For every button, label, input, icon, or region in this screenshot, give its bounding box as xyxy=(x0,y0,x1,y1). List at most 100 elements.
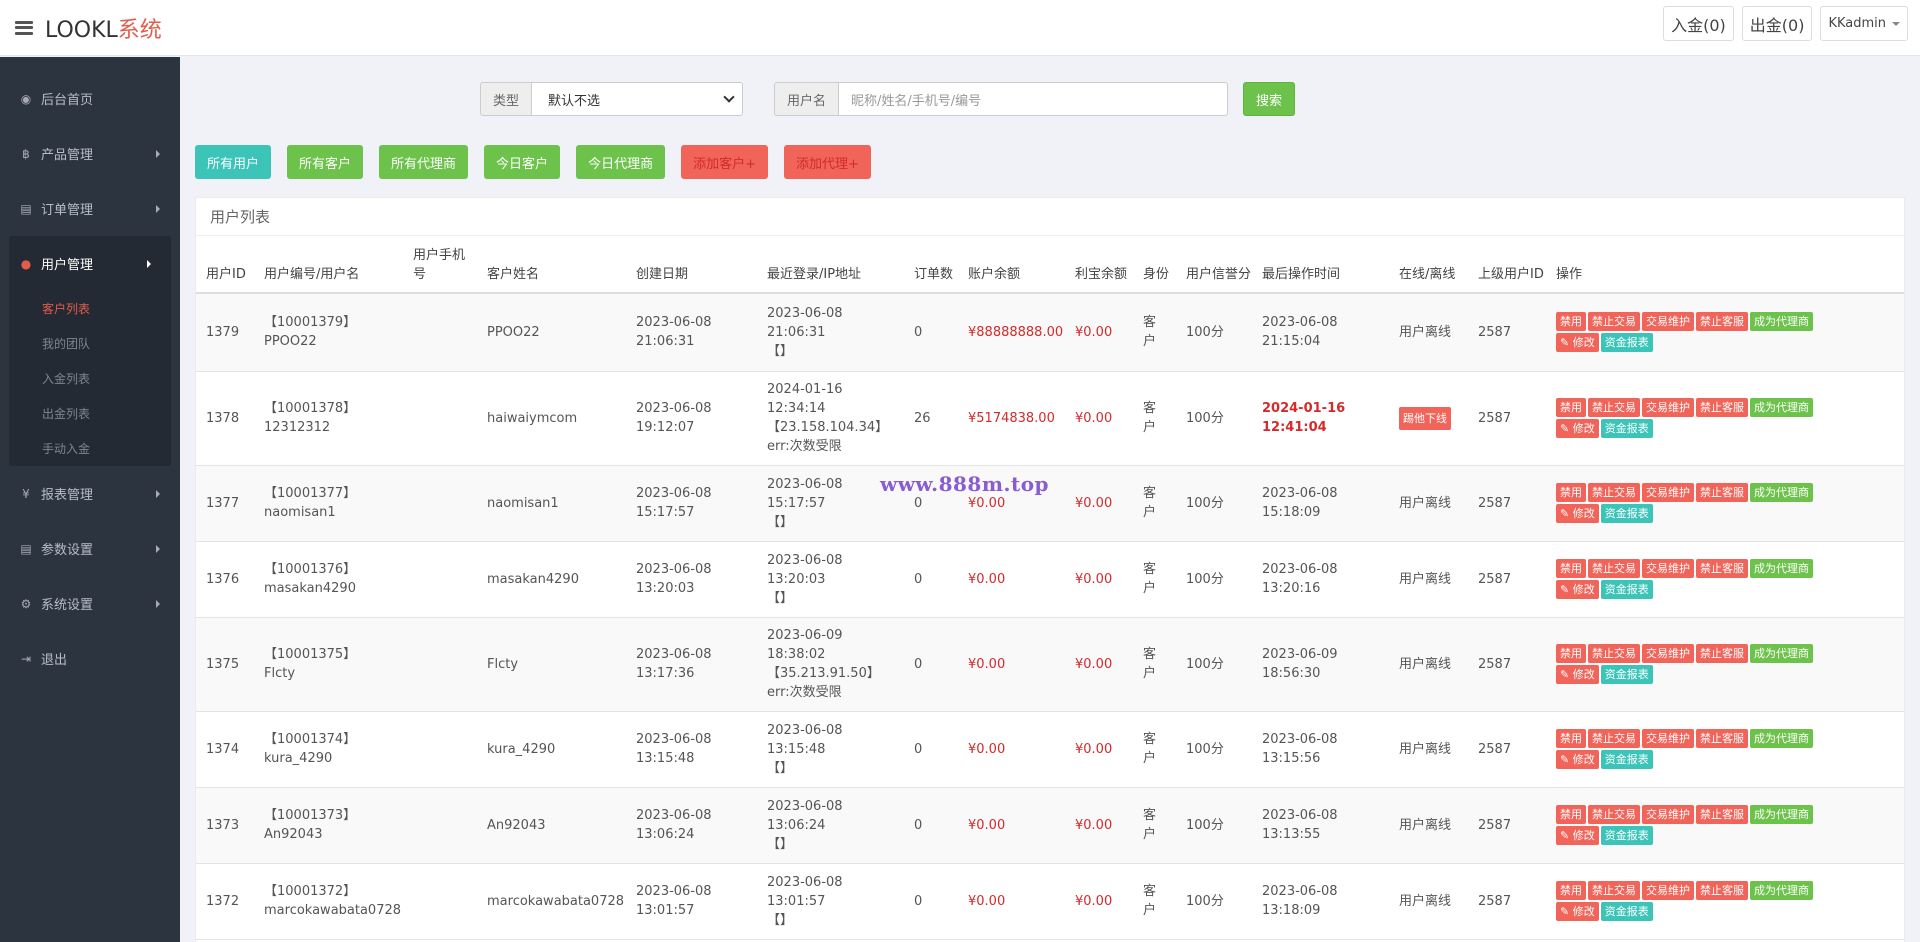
trade-maintenance-button[interactable]: 交易维护 xyxy=(1642,805,1694,824)
edit-button[interactable]: ✎ 修改 xyxy=(1556,580,1599,599)
disable-button[interactable]: 禁用 xyxy=(1556,805,1586,824)
sidebar-item-orders[interactable]: ▤ 订单管理 xyxy=(0,181,180,236)
table-row: 1372 【10001372】 marcokawabata0728 marcokawa… xyxy=(196,863,1904,940)
cell-balance: ¥0.00 xyxy=(958,863,1065,940)
trade-maintenance-button[interactable]: 交易维护 xyxy=(1642,483,1694,502)
all-agents-button[interactable]: 所有代理商 xyxy=(379,145,469,179)
deposit-button[interactable]: 入金(0) xyxy=(1663,6,1734,41)
today-agents-button[interactable]: 今日代理商 xyxy=(576,145,666,179)
ban-support-button[interactable]: 禁止客服 xyxy=(1696,881,1748,900)
withdraw-button[interactable]: 出金(0) xyxy=(1741,6,1813,41)
edit-button[interactable]: ✎ 修改 xyxy=(1556,419,1599,438)
make-agent-button[interactable]: 成为代理商 xyxy=(1750,644,1813,663)
fund-report-button[interactable]: 资金报表 xyxy=(1600,826,1653,845)
ban-trading-button[interactable]: 禁止交易 xyxy=(1588,312,1640,332)
sidebar-item-reports[interactable]: ¥ 报表管理 xyxy=(0,466,180,521)
sidebar-item-products[interactable]: ฿ 产品管理 xyxy=(0,126,180,181)
sidebar-item-params[interactable]: ▤ 参数设置 xyxy=(0,521,180,576)
disable-button[interactable]: 禁用 xyxy=(1556,483,1586,502)
all-customers-button[interactable]: 所有客户 xyxy=(287,145,364,179)
ban-support-button[interactable]: 禁止客服 xyxy=(1696,312,1748,332)
login-time: 13:06:24 xyxy=(767,817,826,833)
add-customer-button[interactable]: 添加客户+ xyxy=(681,145,768,179)
user-code: 【10001375】 xyxy=(264,647,357,662)
make-agent-button[interactable]: 成为代理商 xyxy=(1750,559,1813,578)
make-agent-button[interactable]: 成为代理商 xyxy=(1750,398,1813,417)
sidebar-subitem-team[interactable]: 我的团队 xyxy=(42,337,91,351)
disable-button[interactable]: 禁用 xyxy=(1556,729,1586,748)
ban-trading-button[interactable]: 禁止交易 xyxy=(1588,881,1640,900)
ban-trading-button[interactable]: 禁止交易 xyxy=(1588,398,1640,417)
ban-trading-button[interactable]: 禁止交易 xyxy=(1588,729,1640,748)
role-text: 户 xyxy=(1143,827,1157,842)
edit-button[interactable]: ✎ 修改 xyxy=(1556,665,1599,684)
ban-support-button[interactable]: 禁止客服 xyxy=(1696,805,1748,824)
cell-created: 2023-06-08 19:12:07 xyxy=(626,371,757,466)
edit-button[interactable]: ✎ 修改 xyxy=(1556,504,1599,523)
disable-button[interactable]: 禁用 xyxy=(1556,881,1586,900)
trade-maintenance-button[interactable]: 交易维护 xyxy=(1642,881,1694,900)
disable-button[interactable]: 禁用 xyxy=(1556,398,1586,417)
sidebar-item-users[interactable]: ● 用户管理 xyxy=(9,236,171,291)
fund-report-button[interactable]: 资金报表 xyxy=(1600,580,1653,599)
disable-button[interactable]: 禁用 xyxy=(1556,312,1586,332)
cell-actions: 禁用 禁止交易 交易维护 禁止客服 成为代理商 ✎ 修改 资金报表 xyxy=(1546,617,1904,712)
trade-maintenance-button[interactable]: 交易维护 xyxy=(1642,729,1694,748)
trade-maintenance-button[interactable]: 交易维护 xyxy=(1642,398,1694,417)
table-row: 1373 【10001373】 An92043 An92043 2023-06-08 13… xyxy=(196,787,1904,864)
cell-status: 用户离线 xyxy=(1389,863,1468,940)
make-agent-button[interactable]: 成为代理商 xyxy=(1750,483,1813,502)
ban-support-button[interactable]: 禁止客服 xyxy=(1696,644,1748,663)
type-select[interactable]: 默认不选 xyxy=(531,82,744,116)
ban-trading-button[interactable]: 禁止交易 xyxy=(1588,644,1640,663)
fund-report-button[interactable]: 资金报表 xyxy=(1600,333,1653,353)
all-users-button[interactable]: 所有用户 xyxy=(195,145,272,179)
ban-trading-button[interactable]: 禁止交易 xyxy=(1588,805,1640,824)
fund-report-button[interactable]: 资金报表 xyxy=(1600,902,1653,921)
cell-customer-name: masakan4290 xyxy=(477,541,626,618)
trade-maintenance-button[interactable]: 交易维护 xyxy=(1642,312,1694,332)
fund-report-button[interactable]: 资金报表 xyxy=(1600,750,1653,769)
created-date: 2023-06-08 xyxy=(636,486,712,501)
sidebar-subitem-customers[interactable]: 客户列表 xyxy=(42,302,91,316)
trade-maintenance-button[interactable]: 交易维护 xyxy=(1642,644,1694,663)
kick-offline-button[interactable]: 踢他下线 xyxy=(1399,406,1451,430)
fund-report-button[interactable]: 资金报表 xyxy=(1600,665,1653,684)
today-customers-button[interactable]: 今日客户 xyxy=(484,145,561,179)
make-agent-button[interactable]: 成为代理商 xyxy=(1750,881,1813,900)
search-button[interactable]: 搜索 xyxy=(1243,82,1296,116)
make-agent-button[interactable]: 成为代理商 xyxy=(1750,729,1813,748)
edit-button[interactable]: ✎ 修改 xyxy=(1556,902,1599,921)
sidebar-item-system[interactable]: ⚙ 系统设置 xyxy=(0,576,180,631)
ban-support-button[interactable]: 禁止客服 xyxy=(1696,729,1748,748)
fund-report-button[interactable]: 资金报表 xyxy=(1600,504,1653,523)
pencil-icon: ✎ xyxy=(1560,507,1573,520)
make-agent-button[interactable]: 成为代理商 xyxy=(1750,312,1813,332)
logo[interactable]: LOOKL系统 xyxy=(45,12,162,44)
trade-maintenance-button[interactable]: 交易维护 xyxy=(1642,559,1694,578)
user-name: An92043 xyxy=(264,827,323,842)
fund-report-button[interactable]: 资金报表 xyxy=(1600,419,1653,438)
disable-button[interactable]: 禁用 xyxy=(1556,644,1586,663)
disable-button[interactable]: 禁用 xyxy=(1556,559,1586,578)
edit-button[interactable]: ✎ 修改 xyxy=(1556,826,1599,845)
sidebar-item-logout[interactable]: ⇥ 退出 xyxy=(0,631,180,686)
sidebar-subitem-withdrawals[interactable]: 出金列表 xyxy=(42,407,91,421)
sidebar-subitem-deposits[interactable]: 入金列表 xyxy=(42,372,91,386)
menu-toggle-icon[interactable] xyxy=(15,20,33,35)
created-time: 13:01:57 xyxy=(636,903,695,918)
make-agent-button[interactable]: 成为代理商 xyxy=(1750,805,1813,824)
add-agent-button[interactable]: 添加代理+ xyxy=(783,145,871,179)
user-menu-button[interactable]: KKadmin xyxy=(1820,6,1908,41)
ban-trading-button[interactable]: 禁止交易 xyxy=(1588,483,1640,502)
ban-support-button[interactable]: 禁止客服 xyxy=(1696,483,1748,502)
ban-support-button[interactable]: 禁止客服 xyxy=(1696,398,1748,417)
ban-support-button[interactable]: 禁止客服 xyxy=(1696,559,1748,578)
pencil-icon: ✎ xyxy=(1560,753,1573,766)
sidebar-item-dashboard[interactable]: ◉ 后台首页 xyxy=(0,71,180,126)
edit-button[interactable]: ✎ 修改 xyxy=(1556,750,1599,769)
ban-trading-button[interactable]: 禁止交易 xyxy=(1588,559,1640,578)
username-search-input[interactable]: 昵称/姓名/手机号/编号 xyxy=(838,82,1229,116)
edit-button[interactable]: ✎ 修改 xyxy=(1556,333,1599,353)
sidebar-subitem-manual-deposit[interactable]: 手动入金 xyxy=(42,442,91,456)
